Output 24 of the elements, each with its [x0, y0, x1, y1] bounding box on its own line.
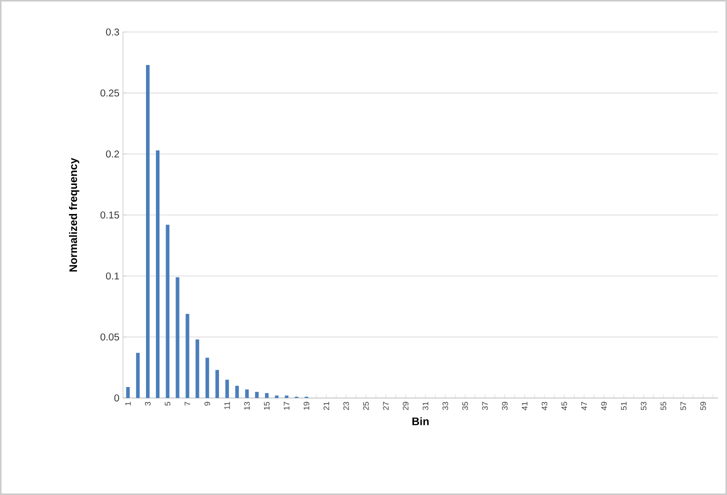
bar: [215, 370, 220, 398]
bar: [196, 339, 200, 398]
bar: [146, 64, 150, 398]
bar: [235, 386, 239, 398]
bar: [186, 314, 190, 398]
y-tick-label: 0.3: [106, 28, 120, 36]
bar: [156, 150, 160, 398]
y-tick-label: 0: [114, 394, 120, 402]
bar: [264, 393, 269, 398]
y-tick-label: 0.05: [100, 333, 120, 341]
y-tick-label: 0.2: [106, 150, 119, 158]
x-axis-title: Bin: [412, 417, 429, 426]
y-tick-label: 0.15: [100, 211, 120, 219]
bar: [176, 277, 180, 398]
y-tick-label: 0.1: [106, 272, 120, 280]
bar: [136, 352, 140, 398]
bar: [255, 392, 259, 398]
y-axis-title: Normalized frequency: [69, 158, 80, 272]
y-tick-label: 0.25: [100, 89, 120, 97]
bar: [126, 387, 130, 398]
bar: [225, 380, 229, 398]
bar: [205, 358, 210, 398]
bar: [245, 389, 249, 398]
bar: [166, 224, 170, 398]
